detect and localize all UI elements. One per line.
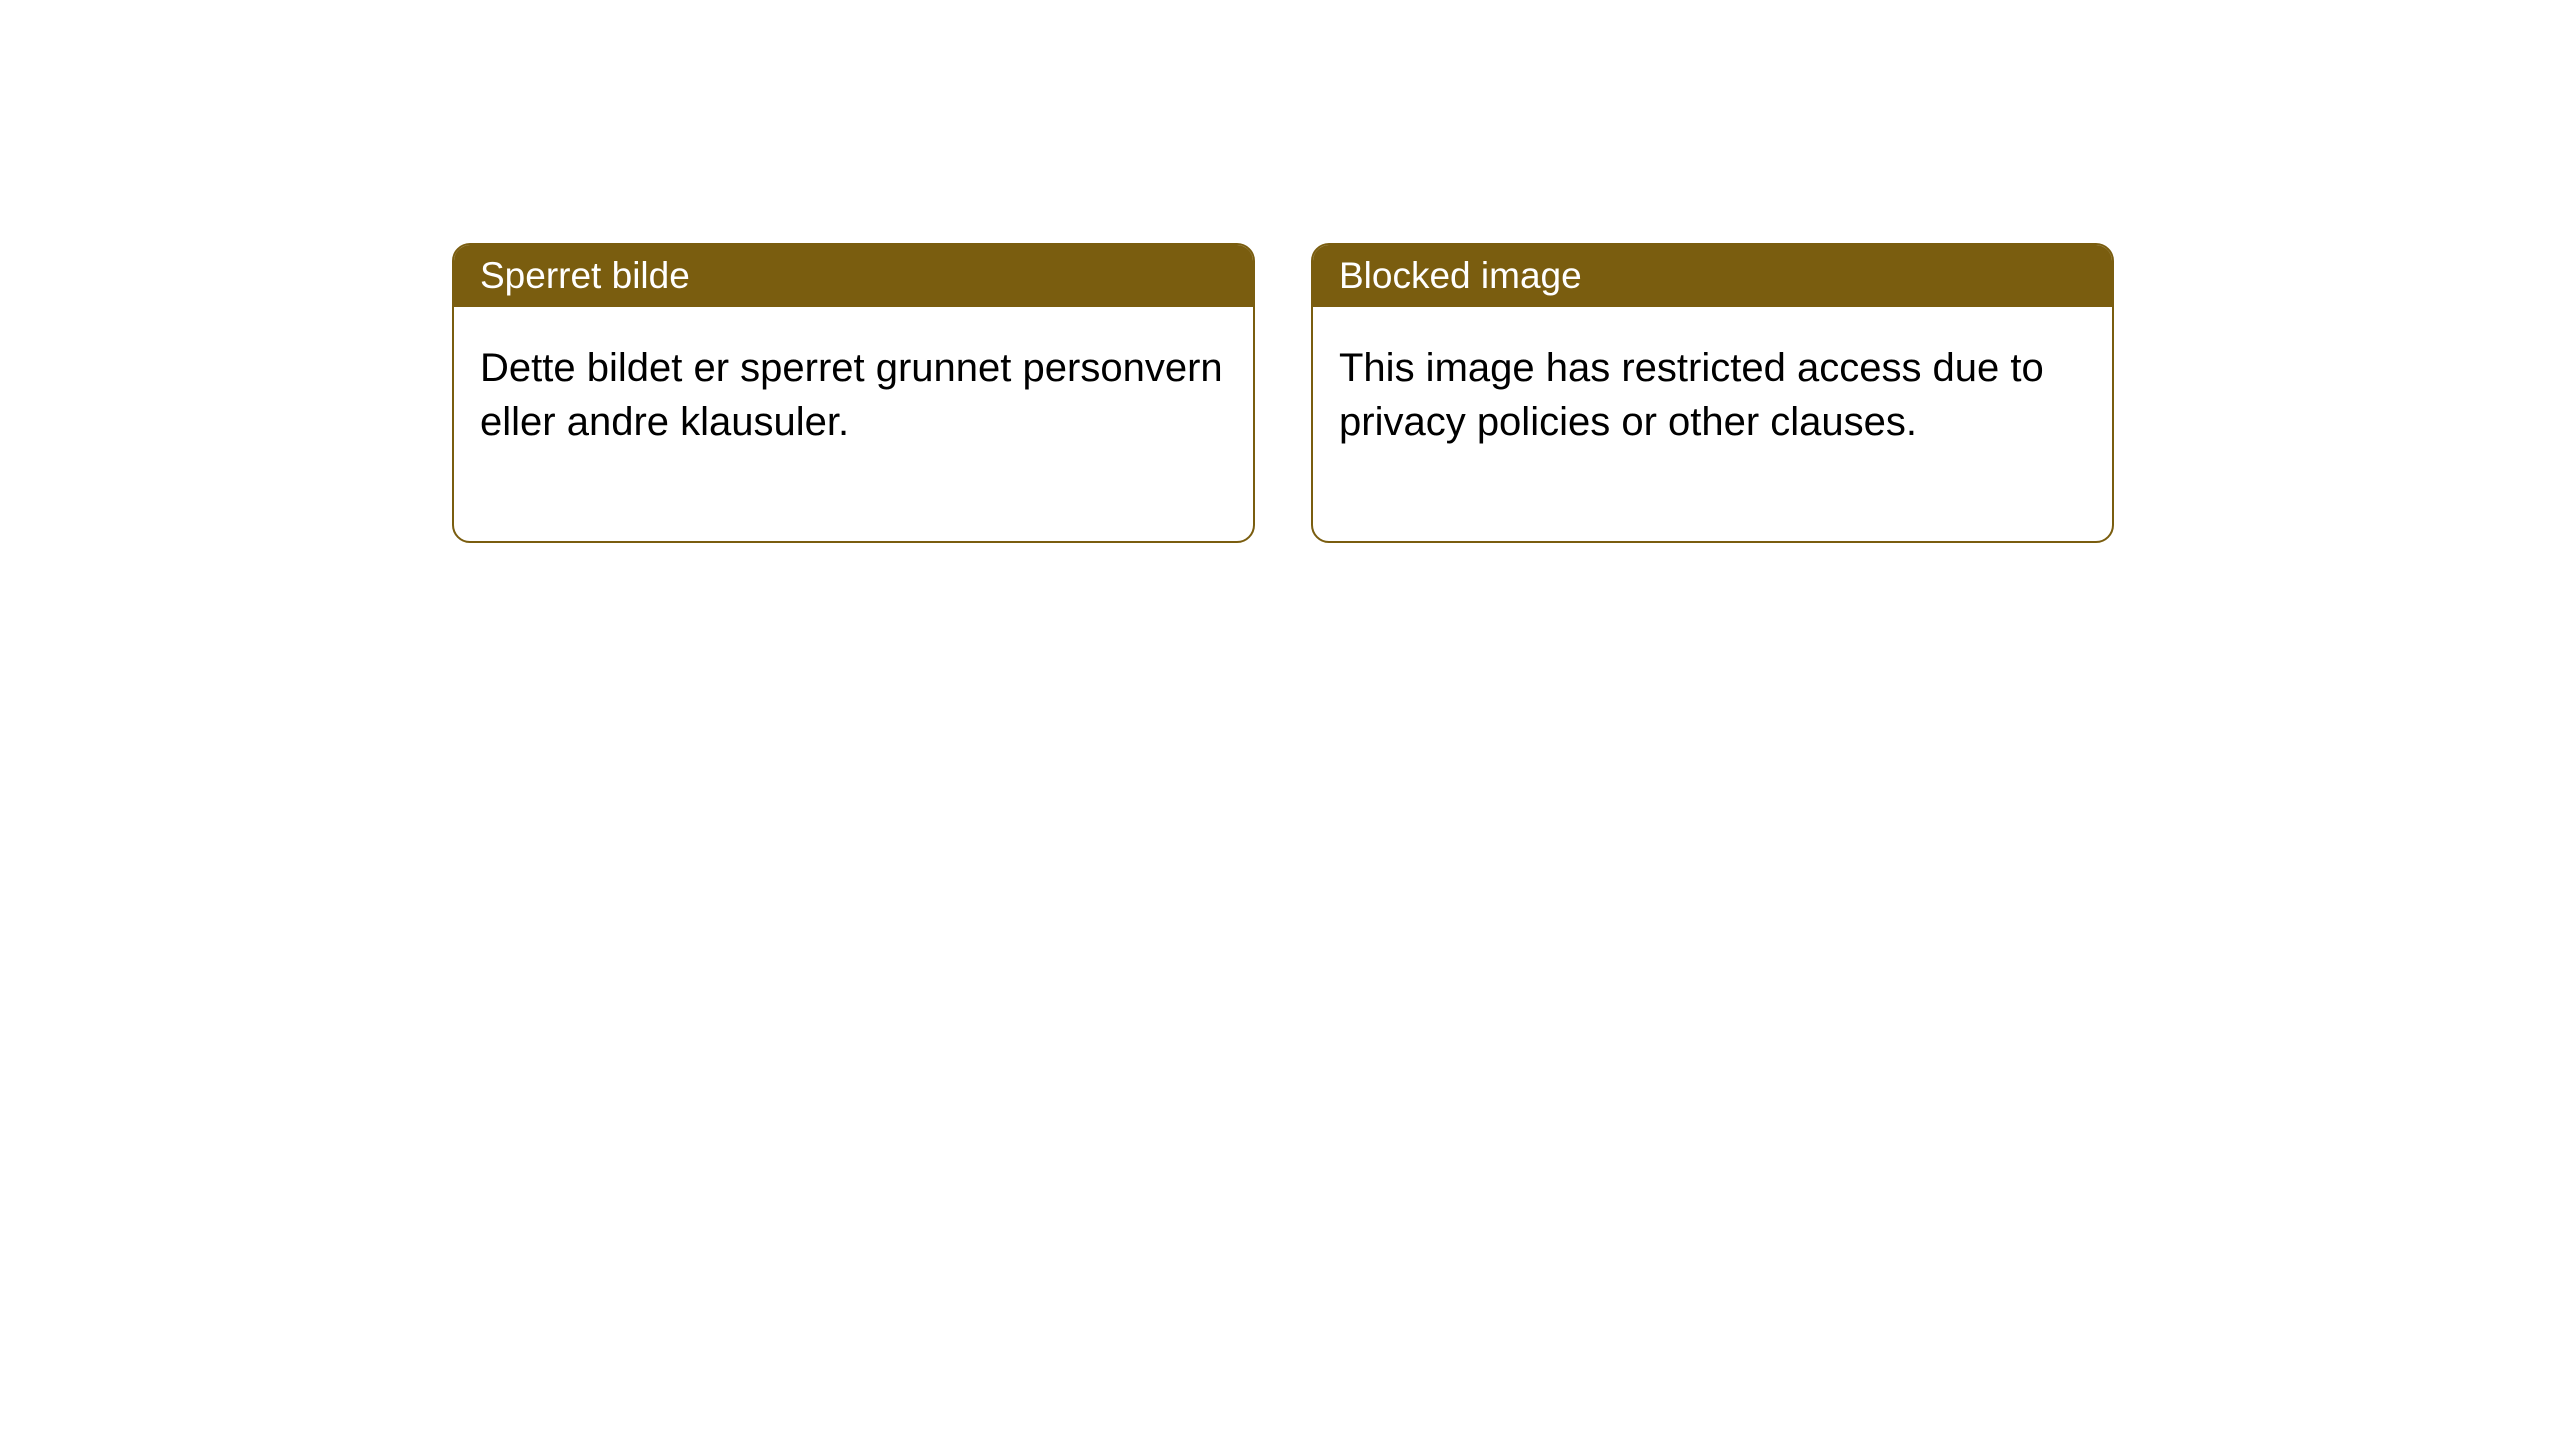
notice-card-header: Sperret bilde	[454, 245, 1253, 307]
notice-body-text: This image has restricted access due to …	[1339, 346, 2044, 444]
notice-title: Blocked image	[1339, 255, 1582, 296]
notice-title: Sperret bilde	[480, 255, 690, 296]
notice-body-text: Dette bildet er sperret grunnet personve…	[480, 346, 1223, 444]
notice-card-english: Blocked image This image has restricted …	[1311, 243, 2114, 543]
notice-container: Sperret bilde Dette bildet er sperret gr…	[452, 243, 2114, 543]
notice-card-header: Blocked image	[1313, 245, 2112, 307]
notice-card-body: Dette bildet er sperret grunnet personve…	[454, 307, 1253, 541]
notice-card-body: This image has restricted access due to …	[1313, 307, 2112, 541]
notice-card-norwegian: Sperret bilde Dette bildet er sperret gr…	[452, 243, 1255, 543]
